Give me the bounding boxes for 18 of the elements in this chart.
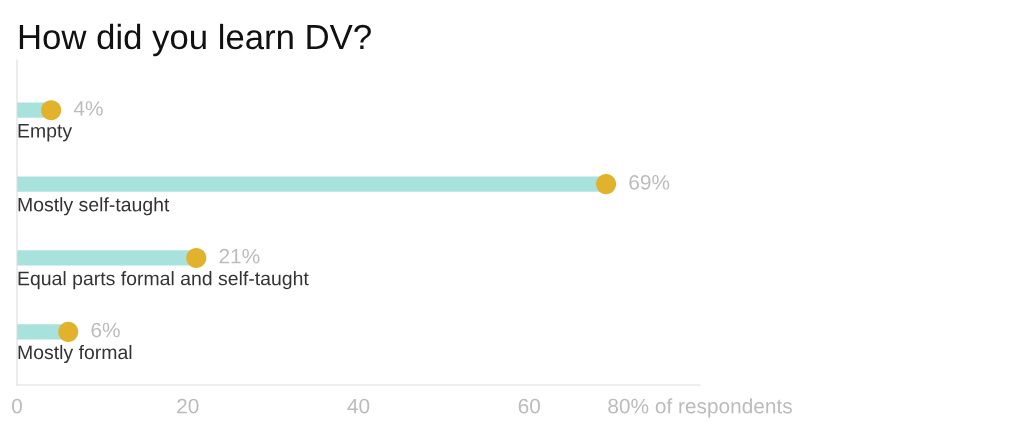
chart-title: How did you learn DV?	[19, 23, 371, 57]
y-tick-label: Equal parts formal and self-taught	[18, 271, 309, 290]
y-tick-label: Empty	[18, 124, 73, 142]
data-label: 69%	[629, 174, 670, 190]
y-tick-label: Mostly self-taught	[18, 197, 170, 216]
data-label: 4%	[73, 101, 103, 116]
x-tick-label: 60	[518, 398, 541, 414]
x-tick-label: 0	[12, 398, 22, 414]
point	[596, 174, 617, 195]
data-label: 6%	[91, 322, 120, 338]
point	[41, 100, 62, 121]
point	[58, 321, 79, 342]
x-tick-label: 40	[347, 398, 370, 414]
x-tick-label: 20	[177, 398, 199, 414]
x-tick-label: 80% of respondents	[608, 398, 792, 418]
point	[186, 247, 207, 269]
y-tick-label: Mostly formal	[18, 344, 132, 364]
data-label: 21%	[219, 248, 260, 264]
